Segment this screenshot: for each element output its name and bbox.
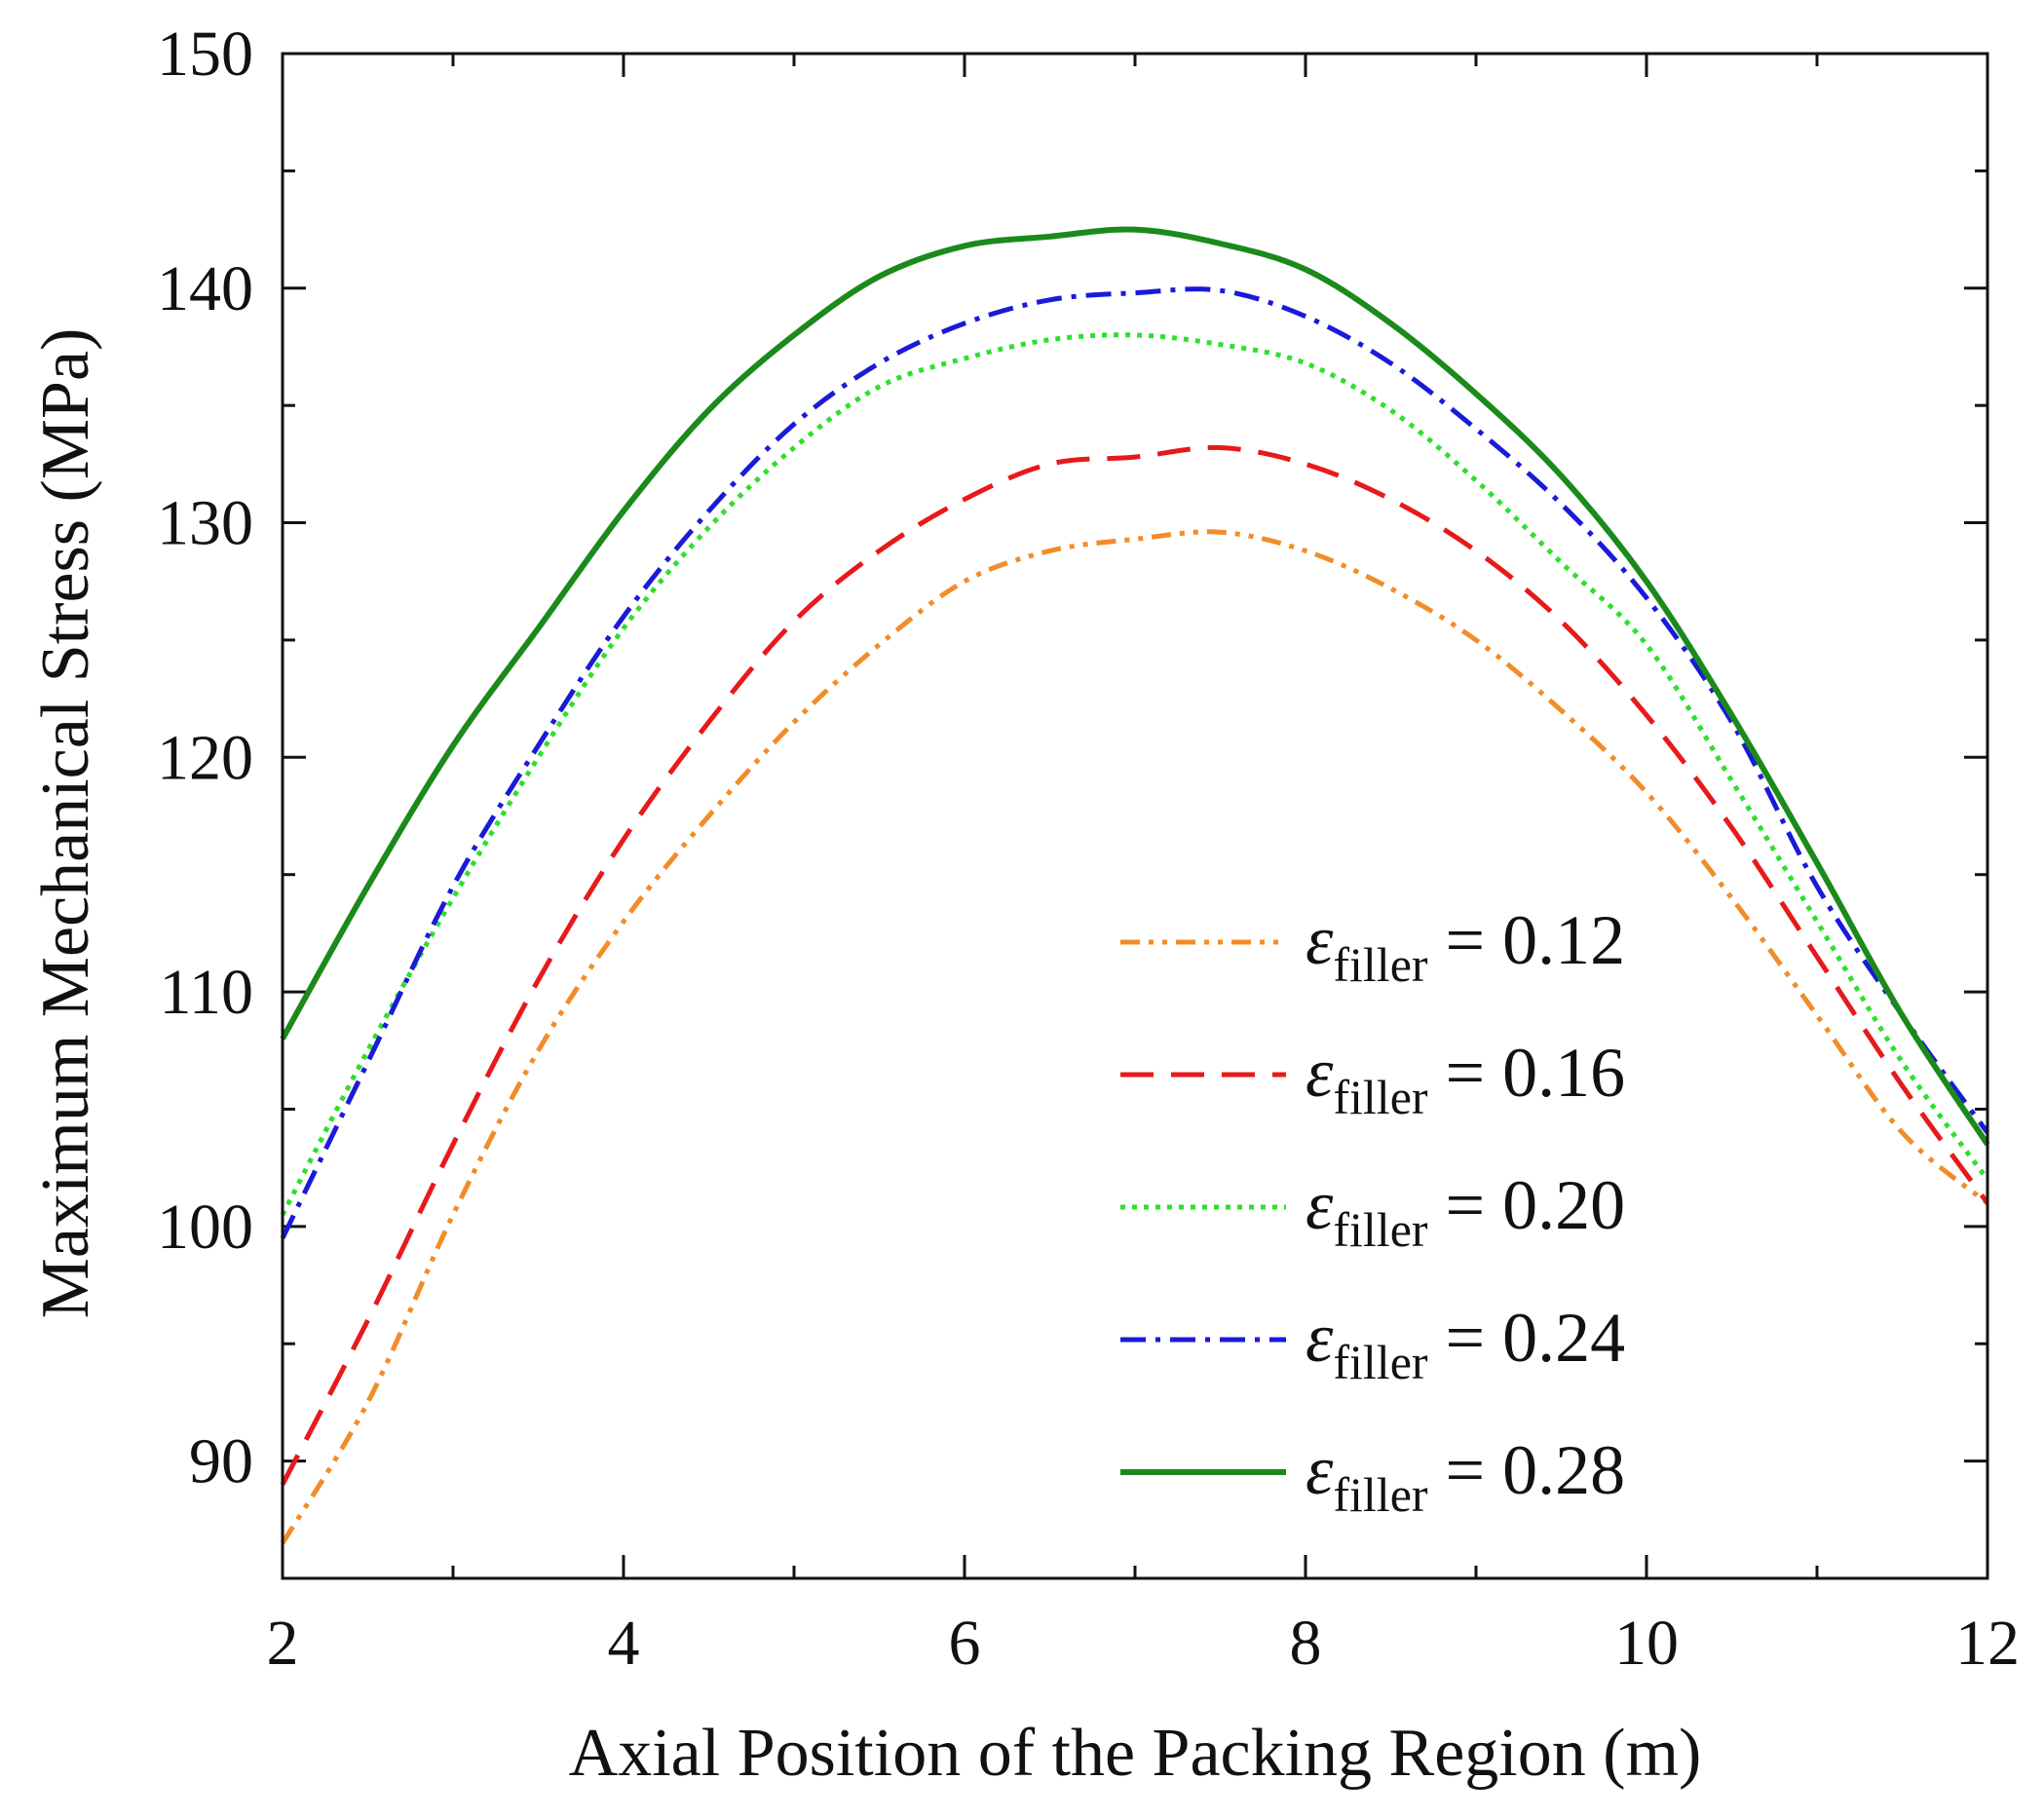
y-tick-label: 100 <box>157 1192 253 1263</box>
y-axis-title: Maximum Mechanical Stress (MPa) <box>28 328 103 1319</box>
series-layer <box>280 226 1990 1545</box>
legend: εfiller = 0.12 εfiller = 0.16 εfiller = 0.… <box>1120 901 1625 1522</box>
x-tick-label: 6 <box>949 1608 981 1679</box>
legend-label-0-20: εfiller = 0.20 <box>1306 1166 1625 1257</box>
x-axis-title: Axial Position of the Packing Region (m) <box>569 1716 1702 1791</box>
x-tick-label: 12 <box>1955 1608 2020 1679</box>
x-axis-ticks: 2 4 6 8 10 12 <box>267 54 2020 1679</box>
series-line-0-28 <box>280 226 1990 1147</box>
y-tick-label: 110 <box>159 957 253 1028</box>
legend-label-0-24: εfiller = 0.24 <box>1306 1299 1625 1389</box>
x-tick-label: 4 <box>608 1608 640 1679</box>
y-tick-label: 90 <box>189 1426 253 1497</box>
series-line-0-16 <box>280 444 1990 1486</box>
x-tick-label: 2 <box>267 1608 299 1679</box>
series-line-0-12 <box>280 529 1989 1545</box>
x-tick-label: 8 <box>1290 1608 1322 1679</box>
legend-label-0-28: εfiller = 0.28 <box>1306 1431 1625 1522</box>
series-line-0-24 <box>280 286 1990 1239</box>
y-axis-ticks: 90 100 110 120 130 140 150 <box>157 19 1987 1580</box>
y-tick-label: 140 <box>157 253 253 324</box>
y-tick-label: 120 <box>157 722 253 793</box>
y-tick-label: 150 <box>157 19 253 90</box>
legend-label-0-12: εfiller = 0.12 <box>1306 901 1625 992</box>
plot-frame <box>281 52 1989 1580</box>
legend-label-0-16: εfiller = 0.16 <box>1306 1034 1625 1124</box>
x-tick-label: 10 <box>1614 1608 1679 1679</box>
y-tick-label: 130 <box>157 488 253 559</box>
